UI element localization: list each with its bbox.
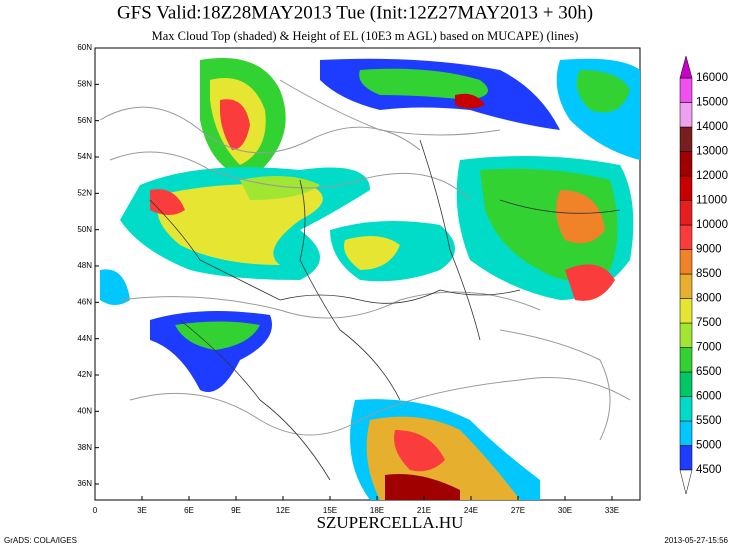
colorbar-label: 8000 <box>696 293 722 305</box>
latitude-label: 48N <box>77 261 92 270</box>
colorbar-label: 14000 <box>696 121 728 133</box>
colorbar-below <box>679 469 693 495</box>
latitude-label: 52N <box>77 188 92 197</box>
colorbar-band <box>679 126 693 152</box>
longitude-label: 21E <box>417 506 431 515</box>
longitude-label: 24E <box>464 506 478 515</box>
footer-right: 2013-05-27-15:56 <box>664 536 728 545</box>
colorbar-band <box>679 371 693 397</box>
colorbar-label: 7000 <box>696 342 722 354</box>
colorbar-label: 16000 <box>696 72 728 84</box>
subtitle: Max Cloud Top (shaded) & Height of EL (1… <box>152 29 579 43</box>
colorbar-band <box>679 445 693 471</box>
colorbar-band <box>679 420 693 446</box>
colorbar-label: 4500 <box>696 464 722 476</box>
colorbar-band <box>679 77 693 103</box>
colorbar-label: 15000 <box>696 97 728 109</box>
latitude-label: 38N <box>77 443 92 452</box>
colorbar-band <box>679 396 693 422</box>
colorbar-band <box>679 273 693 299</box>
colorbar-label: 6000 <box>696 391 722 403</box>
country-borders <box>149 139 621 481</box>
latitude-label: 50N <box>77 225 92 234</box>
latitude-label: 54N <box>77 152 92 161</box>
latitude-label: 58N <box>77 79 92 88</box>
colorbar-band <box>679 102 693 128</box>
latitude-labels: 36N 38N 40N 42N 44N 46N 48N 50N 52N 54N 56N 58N 60N <box>77 43 99 488</box>
longitude-labels: 0 3E 6E 9E 12E 15E 18E 21E 24E 27E 30E 33E <box>93 496 619 515</box>
latitude-label: 42N <box>77 370 92 379</box>
colorbar-label: 9000 <box>696 244 722 256</box>
longitude-label: 30E <box>558 506 572 515</box>
colorbar-band <box>679 249 693 275</box>
colorbar-label: 12000 <box>696 170 728 182</box>
longitude-label: 6E <box>184 506 194 515</box>
footer-left: GrADS: COLA/IGES <box>4 536 77 545</box>
colorbar-band <box>679 151 693 177</box>
colorbar-above <box>679 55 693 79</box>
colorbar-label: 13000 <box>696 146 728 158</box>
latitude-label: 44N <box>77 334 92 343</box>
colorbar-label: 10000 <box>696 219 728 231</box>
latitude-label: 40N <box>77 406 92 415</box>
longitude-label: 9E <box>231 506 241 515</box>
colorbar-band <box>679 347 693 373</box>
colorbar-band <box>679 224 693 250</box>
longitude-label: 33E <box>605 506 619 515</box>
colorbar-band <box>679 298 693 324</box>
map-area <box>94 47 641 501</box>
colorbar-band <box>679 200 693 226</box>
colorbar-label: 7500 <box>696 317 722 329</box>
longitude-label: 15E <box>323 506 337 515</box>
latitude-label: 56N <box>77 116 92 125</box>
colorbar-label: 8500 <box>696 268 722 280</box>
longitude-label: 3E <box>137 506 147 515</box>
colorbar-label: 5500 <box>696 415 722 427</box>
longitude-label: 0 <box>93 506 98 515</box>
colorbar: 4500 5000 5500 6000 6500 7000 7500 8000 8500 9000… <box>679 55 728 495</box>
title: GFS Valid:18Z28MAY2013 Tue (Init:12Z27MA… <box>117 2 593 23</box>
latitude-label: 46N <box>77 297 92 306</box>
shaded-fields <box>100 58 640 500</box>
contour-lines <box>99 79 631 441</box>
latitude-label: 36N <box>77 479 92 488</box>
longitude-label: 27E <box>511 506 525 515</box>
longitude-label: 12E <box>276 506 290 515</box>
longitude-label: 18E <box>370 506 384 515</box>
colorbar-band <box>679 322 693 348</box>
latitude-label: 60N <box>77 43 92 52</box>
footer-site: SZUPERCELLA.HU <box>317 513 464 532</box>
colorbar-label: 6500 <box>696 366 722 378</box>
colorbar-label: 5000 <box>696 440 722 452</box>
colorbar-label: 11000 <box>696 195 727 207</box>
colorbar-band <box>679 175 693 201</box>
